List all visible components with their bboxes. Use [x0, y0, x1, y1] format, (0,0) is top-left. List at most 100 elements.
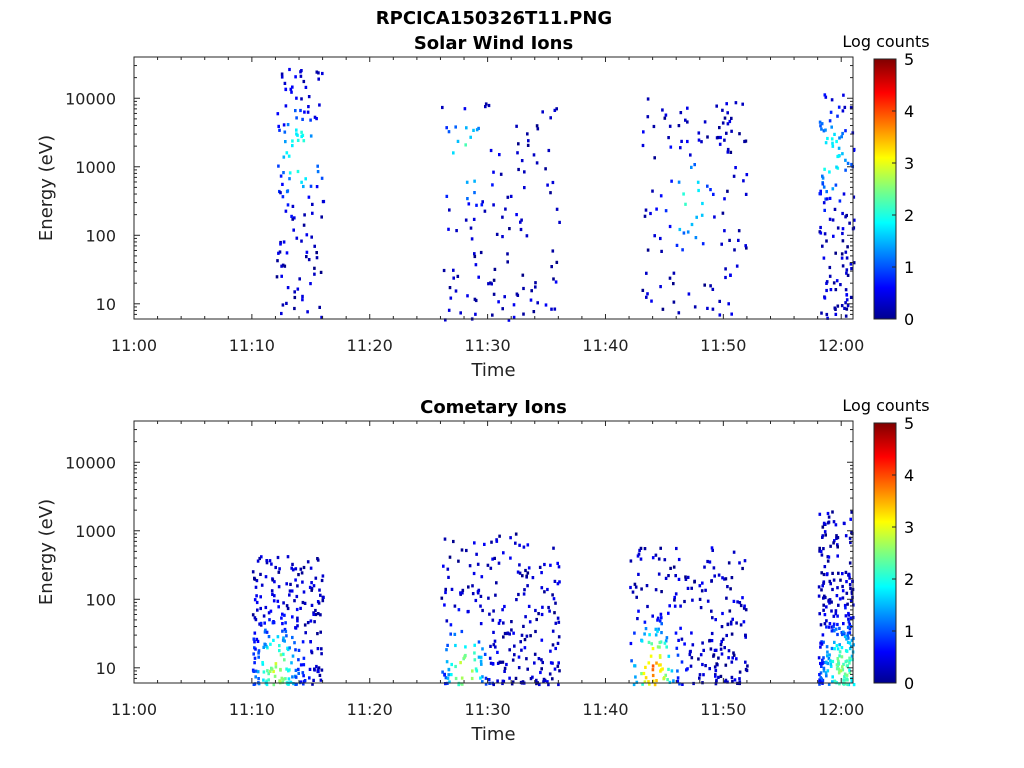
spectrogram-cell [661, 307, 665, 311]
spectrogram-cell [297, 648, 301, 652]
spectrogram-cell [730, 129, 733, 133]
spectrogram-cell [667, 611, 670, 615]
plot-frame [133, 56, 854, 320]
spectrogram-cell [735, 621, 738, 625]
spectrogram-cell [546, 183, 549, 187]
spectrogram-cell [465, 548, 468, 553]
spectrogram-cell [480, 203, 484, 207]
spectrogram-cell [294, 668, 298, 672]
spectrogram-cell [837, 105, 841, 109]
spectrogram-cell [822, 185, 826, 189]
spectrogram-cell [734, 101, 738, 105]
spectrogram-cell [823, 622, 827, 626]
spectrogram-cell [267, 611, 271, 615]
spectrogram-cell [254, 647, 257, 651]
spectrogram-cell [535, 678, 538, 682]
spectrogram-cell [534, 608, 537, 613]
spectrogram-cell [276, 635, 280, 639]
spectrogram-cell [293, 216, 296, 220]
spectrogram-cell [737, 229, 741, 233]
spectrogram-cell [714, 669, 718, 673]
spectrogram-cell [744, 244, 747, 248]
spectrogram-cell [510, 628, 513, 632]
spectrogram-cell [678, 682, 681, 686]
spectrogram-cell [830, 125, 833, 129]
spectrogram-cell [713, 648, 717, 652]
spectrogram-cell [840, 646, 844, 650]
spectrogram-cell [834, 251, 837, 255]
spectrogram-cell [552, 597, 556, 601]
spectrogram-cell [484, 102, 488, 106]
y-tick-label: 10000 [65, 89, 116, 108]
spectrogram-cell [825, 573, 829, 577]
x-tick-label: 11:50 [700, 700, 746, 719]
spectrogram-cell [265, 561, 269, 565]
spectrogram-cell [726, 122, 730, 126]
spectrogram-cell [258, 556, 261, 561]
spectrogram-cell [313, 272, 316, 276]
spectrogram-cell [296, 619, 299, 623]
spectrogram-cell [269, 642, 272, 646]
spectrogram-cell [298, 277, 301, 281]
spectrogram-cell [826, 650, 829, 654]
spectrogram-cell [302, 590, 306, 594]
spectrogram-cell [819, 680, 822, 684]
spectrogram-cell [674, 574, 677, 578]
spectrogram-cell [317, 77, 320, 81]
spectrogram-cell [730, 660, 734, 664]
spectrogram-cell [821, 182, 825, 186]
spectrogram-cell [301, 600, 305, 605]
spectrogram-cell [651, 664, 655, 668]
spectrogram-cell [646, 292, 649, 296]
spectrogram-cell [282, 601, 285, 605]
spectrogram-cell [550, 265, 553, 269]
spectrogram-cell [313, 667, 316, 671]
spectrogram-cell [690, 222, 694, 227]
spectrogram-cell [496, 661, 500, 665]
spectrogram-cell [677, 311, 681, 315]
spectrogram-cell [676, 669, 679, 673]
spectrogram-cell [818, 549, 821, 553]
spectrogram-cell [839, 283, 842, 287]
spectrogram-cell [832, 625, 835, 629]
spectrogram-cell [296, 138, 300, 142]
spectrogram-cell [321, 599, 325, 603]
spectrogram-cell [715, 680, 718, 684]
spectrogram-cell [848, 583, 852, 587]
spectrogram-cell [660, 249, 663, 253]
spectrogram-cell [308, 667, 312, 671]
spectrogram-cell [283, 81, 287, 85]
spectrogram-cell [481, 675, 484, 679]
spectrogram-cell [531, 675, 534, 679]
spectrogram-cell [302, 674, 305, 678]
spectrogram-cell [277, 251, 280, 255]
spectrogram-cell [711, 548, 714, 552]
x-tick-label: 11:40 [582, 700, 628, 719]
spectrogram-cell [732, 550, 736, 554]
spectrogram-cell [679, 604, 682, 608]
spectrogram-cell [498, 660, 502, 664]
spectrogram-cell [849, 262, 853, 266]
spectrogram-cell [651, 556, 655, 560]
spectrogram-cell [744, 608, 748, 612]
spectrogram-cell [447, 308, 451, 312]
spectrogram-cell [820, 642, 824, 646]
spectrogram-cell [281, 629, 284, 633]
spectrogram-cell [309, 134, 313, 138]
spectrogram-cell [535, 161, 539, 165]
spectrogram-cell [316, 558, 320, 562]
spectrogram-cell [844, 614, 848, 618]
spectrogram-cell [553, 108, 557, 112]
spectrogram-cell [282, 636, 285, 640]
spectrogram-cell [835, 165, 838, 169]
spectrogram-cell [452, 539, 455, 544]
spectrogram-cell [841, 239, 845, 243]
spectrogram-cell [841, 109, 845, 113]
spectrogram-cell [472, 128, 475, 132]
spectrogram-cell [305, 255, 308, 259]
spectrogram-cell [304, 177, 307, 181]
spectrogram-cell [657, 557, 661, 561]
spectrogram-cell [840, 304, 844, 308]
spectrogram-cell [835, 534, 838, 538]
spectrogram-cell [837, 661, 841, 665]
